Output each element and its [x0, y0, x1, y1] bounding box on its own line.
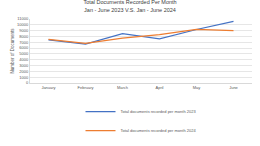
svg-text:10000: 10000: [17, 22, 29, 27]
svg-text:5000: 5000: [19, 51, 29, 56]
svg-text:March: March: [117, 85, 128, 90]
svg-text:Total Documents Recorded Per M: Total Documents Recorded Per MonthJan - …: [83, 0, 176, 13]
svg-text:9000: 9000: [19, 28, 29, 33]
svg-text:6000: 6000: [19, 45, 29, 50]
svg-text:11000: 11000: [17, 16, 29, 21]
svg-text:June: June: [229, 85, 238, 90]
svg-text:2000: 2000: [19, 69, 29, 74]
svg-text:May: May: [193, 85, 201, 90]
svg-text:7000: 7000: [19, 40, 29, 45]
svg-text:Total documents recorded per m: Total documents recorded per month 2023: [121, 109, 197, 114]
svg-text:8000: 8000: [19, 34, 29, 39]
svg-text:0: 0: [26, 80, 29, 85]
svg-text:4000: 4000: [19, 57, 29, 62]
svg-text:Total documents recorded per m: Total documents recorded per month 2024: [121, 128, 197, 133]
svg-text:Number of Documents: Number of Documents: [10, 28, 15, 74]
svg-text:February: February: [77, 85, 93, 90]
svg-text:3000: 3000: [19, 63, 29, 68]
svg-text:1000: 1000: [19, 75, 29, 80]
svg-text:April: April: [155, 85, 163, 90]
svg-text:January: January: [41, 85, 55, 90]
